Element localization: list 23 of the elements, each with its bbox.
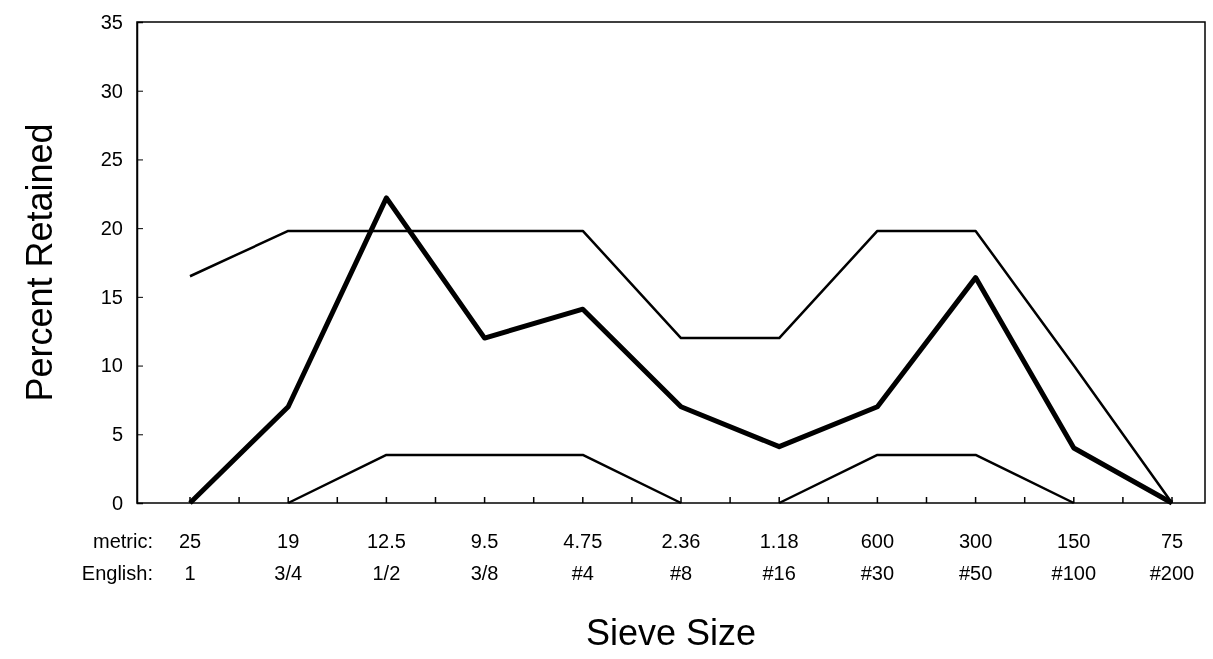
y-tick-label: 0 (111, 491, 123, 514)
x-tick-label: 4.75 #4 (563, 530, 603, 584)
y-tick-label: 20 (100, 217, 123, 240)
x-tick-label: 2.36 #8 (661, 530, 701, 584)
x-tick-label: 300 #50 (958, 530, 993, 584)
text: metric: (93, 530, 153, 552)
x-tick-label: 600 #30 (860, 530, 895, 584)
text: English: (81, 562, 153, 584)
x-tick-label: 1.18 #16 (759, 530, 799, 584)
x-tick-label: 12.5 1/2 (366, 530, 406, 584)
y-tick-label: 15 (100, 285, 123, 308)
x-axis-title: Sieve Size (585, 612, 757, 653)
y-tick-label: 5 (111, 423, 123, 446)
y-axis-title: Percent Retained (19, 123, 60, 402)
x-tick-label: 9.5 3/8 (470, 530, 499, 584)
x-tick-label: 19 3/4 (274, 530, 303, 584)
y-tick-label: 10 (100, 354, 123, 377)
x-tick-label: 150 #100 (1051, 530, 1097, 584)
y-tick-label: 35 (100, 10, 123, 33)
x-tick-label: 25 1 (178, 530, 202, 584)
y-tick-label: 30 (100, 79, 123, 102)
x-tick-label: 75 #200 (1149, 530, 1195, 584)
y-tick-label: 25 (100, 148, 123, 171)
